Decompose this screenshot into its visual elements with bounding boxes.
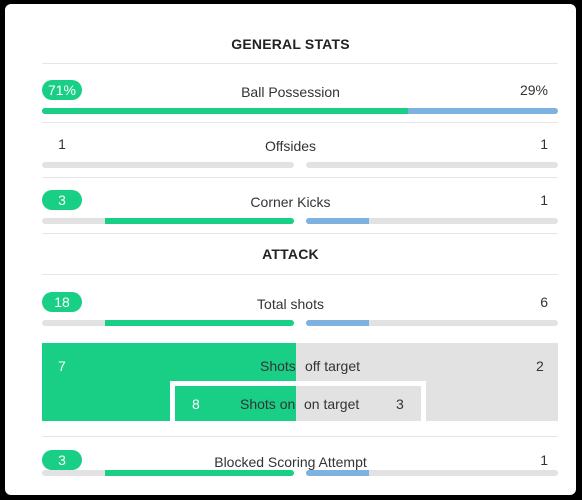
- away-value: 1: [540, 452, 548, 468]
- shots-off-home-value: 7: [58, 358, 66, 374]
- away-value: 1: [540, 192, 548, 208]
- stat-label: Blocked Scoring Attempt: [214, 454, 367, 470]
- away-bar-fill: [306, 320, 369, 326]
- shots-on-home-block: [175, 386, 296, 421]
- section-title-general: GENERAL STATS: [231, 36, 350, 52]
- home-bar: [42, 218, 294, 224]
- match-stats-card: GENERAL STATS 71% Ball Possession 29% 1 …: [5, 4, 576, 495]
- stat-row-total-shots: 18 Total shots 6: [5, 282, 576, 336]
- home-bar-fill: [105, 218, 294, 224]
- shots-on-inner: 8 Shots on on target 3: [175, 386, 421, 421]
- away-bar: [306, 218, 558, 224]
- divider: [42, 274, 558, 275]
- stat-row-corners: 3 Corner Kicks 1: [5, 180, 576, 234]
- divider: [42, 177, 558, 178]
- divider: [42, 233, 558, 234]
- stat-row-blocked: 3 Blocked Scoring Attempt 1: [5, 440, 576, 494]
- home-bar: [42, 470, 294, 476]
- section-title-attack: ATTACK: [262, 246, 319, 262]
- divider: [42, 63, 558, 64]
- home-value: 1: [58, 136, 66, 152]
- possession-bar: [42, 108, 558, 114]
- home-value-badge: 18: [42, 292, 82, 312]
- possession-home-fill: [42, 108, 409, 114]
- away-value: 29%: [519, 82, 548, 98]
- away-bar: [306, 320, 558, 326]
- home-value-badge: 3: [42, 190, 82, 210]
- away-bar-fill: [306, 470, 369, 476]
- stat-label: Offsides: [264, 138, 317, 154]
- stat-row-possession: 71% Ball Possession 29%: [5, 70, 576, 124]
- home-bar: [42, 320, 294, 326]
- stat-label: Corner Kicks: [250, 194, 331, 210]
- stat-row-offsides: 1 Offsides 1: [5, 124, 576, 178]
- shots-on-away-value: 3: [396, 396, 404, 412]
- away-bar-fill: [306, 218, 369, 224]
- stat-label: Total shots: [257, 296, 324, 312]
- away-value: 1: [540, 136, 548, 152]
- shots-breakdown: 7 Shots off target 2 8 Shots on on targe…: [42, 343, 558, 421]
- shots-on-home-value: 8: [192, 396, 200, 412]
- shots-off-away-value: 2: [536, 358, 544, 374]
- stat-label: Ball Possession: [241, 84, 340, 100]
- home-bar-fill: [105, 320, 294, 326]
- shots-off-label-right: off target: [305, 358, 361, 374]
- divider: [42, 436, 558, 437]
- away-bar: [306, 162, 558, 168]
- divider: [42, 122, 558, 123]
- shots-on-label-left: Shots on: [240, 396, 296, 412]
- away-value: 6: [540, 294, 548, 310]
- shots-off-label-left: Shots: [260, 358, 296, 374]
- home-bar: [42, 162, 294, 168]
- shots-on-label-right: on target: [304, 396, 360, 412]
- home-bar-fill: [105, 470, 294, 476]
- shots-on-target-box: 8 Shots on on target 3: [170, 381, 426, 421]
- away-bar: [306, 470, 558, 476]
- home-value-badge: 71%: [42, 80, 82, 100]
- home-value-badge: 3: [42, 450, 82, 470]
